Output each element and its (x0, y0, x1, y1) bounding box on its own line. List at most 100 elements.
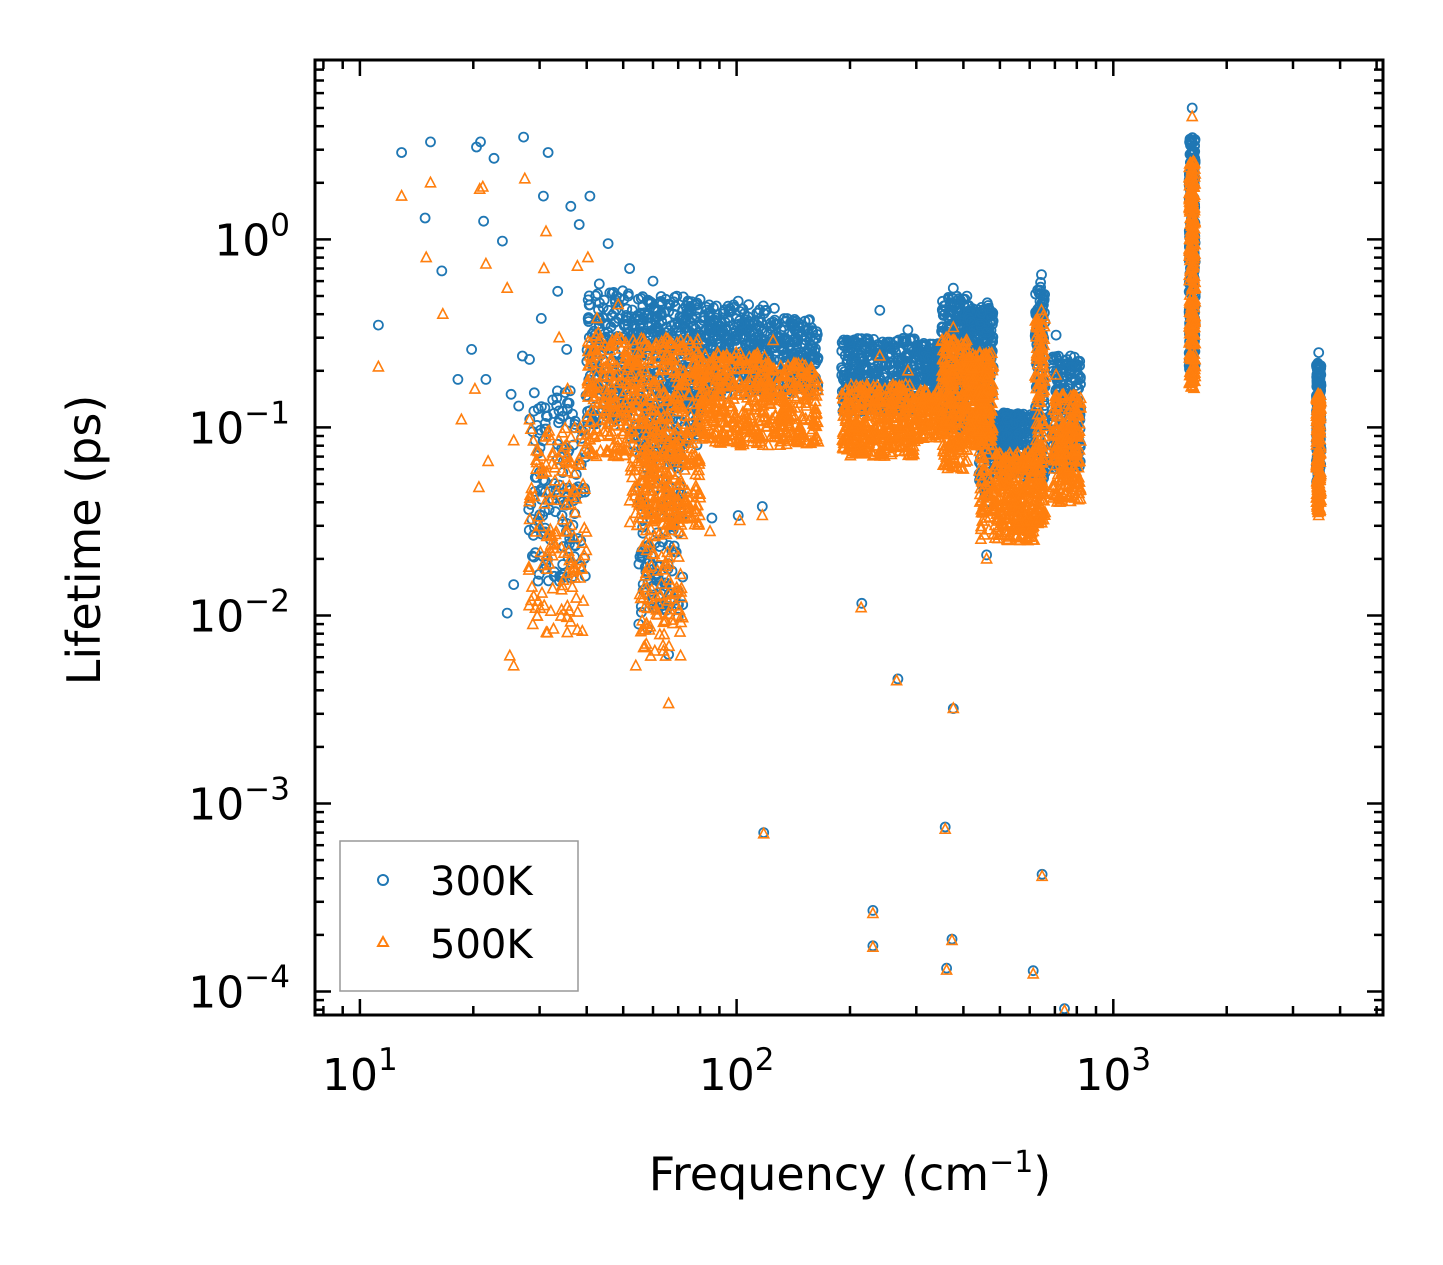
point-300k (860, 363, 871, 375)
point-300k (594, 313, 605, 325)
point-300k (919, 340, 931, 351)
point-300k (724, 302, 736, 314)
point-300k (897, 332, 909, 344)
point-300k (705, 324, 717, 336)
point-300k (1313, 347, 1325, 359)
point-300k (532, 575, 544, 587)
point-500k (565, 579, 579, 593)
point-300k (754, 320, 766, 332)
point-300k (557, 405, 568, 417)
point-300k (698, 311, 710, 323)
point-300k (868, 333, 880, 345)
point-300k (1050, 329, 1062, 341)
point-300k (733, 318, 745, 330)
point-300k (863, 350, 875, 362)
point-300k (703, 299, 715, 311)
point-300k (505, 388, 517, 400)
point-300k (752, 330, 764, 342)
point-300k (552, 285, 564, 297)
point-300k (642, 308, 653, 320)
point-300k (635, 307, 647, 319)
point-300k (593, 278, 605, 290)
point-300k (663, 306, 675, 317)
point-300k (561, 343, 573, 355)
point-300k (528, 387, 540, 399)
point-300k (895, 360, 906, 372)
point-300k (836, 369, 848, 381)
point-300k (534, 509, 546, 521)
point-300k (647, 275, 659, 287)
point-300k (672, 317, 684, 329)
point-300k (466, 343, 478, 355)
point-300k (620, 309, 632, 321)
point-300k (904, 334, 916, 346)
point-300k (645, 311, 657, 323)
point-300k (553, 417, 564, 429)
point-300k (842, 335, 854, 347)
point-300k (556, 510, 568, 521)
point-300k (902, 324, 914, 336)
point-300k (590, 290, 602, 302)
point-300k (703, 331, 715, 343)
point-300k (758, 307, 770, 319)
point-300k (701, 304, 713, 316)
point-300k (681, 308, 693, 320)
point-300k (637, 291, 649, 303)
point-300k (839, 350, 851, 361)
point-300k (761, 325, 773, 337)
point-300k (874, 304, 886, 316)
point-300k (902, 375, 914, 387)
point-300k (584, 190, 596, 202)
point-300k (663, 298, 674, 310)
point-300k (563, 397, 575, 409)
point-300k (551, 392, 563, 404)
point-300k (894, 345, 906, 357)
point-300k (791, 338, 802, 350)
point-300k (634, 551, 646, 563)
point-300k (706, 512, 718, 524)
point-300k (452, 373, 464, 385)
plot-marks (372, 102, 1328, 1016)
point-300k (847, 345, 858, 357)
point-300k (792, 333, 803, 345)
point-300k (535, 312, 547, 324)
point-300k (742, 323, 753, 335)
point-300k (916, 372, 928, 384)
point-300k (419, 212, 431, 224)
point-300k (598, 294, 610, 306)
point-500k (560, 625, 574, 638)
point-300k (864, 344, 876, 356)
point-300k (508, 579, 520, 590)
point-300k (652, 306, 664, 317)
point-300k (937, 322, 949, 333)
point-300k (564, 385, 576, 397)
point-300k (513, 400, 525, 412)
point-300k (553, 405, 565, 417)
point-300k (567, 408, 578, 420)
point-300k (478, 215, 490, 227)
point-500k (525, 579, 539, 592)
point-300k (943, 305, 955, 317)
point-300k (861, 334, 872, 346)
point-300k (737, 303, 749, 315)
point-300k (811, 329, 823, 340)
point-300k (851, 357, 862, 369)
point-300k (565, 200, 577, 212)
point-300k (583, 290, 595, 302)
point-300k (739, 308, 750, 320)
point-300k (680, 322, 692, 334)
point-300k (721, 330, 732, 341)
point-300k (496, 235, 508, 247)
point-300k (602, 238, 614, 250)
point-300k (987, 336, 998, 348)
point-300k (488, 152, 500, 164)
point-300k (947, 282, 959, 294)
point-300k (573, 219, 585, 230)
point-300k (583, 312, 594, 323)
point-300k (769, 314, 781, 326)
point-300k (780, 336, 792, 347)
point-300k (975, 320, 986, 331)
point-300k (922, 351, 934, 363)
point-300k (569, 415, 581, 427)
point-300k (597, 302, 609, 313)
